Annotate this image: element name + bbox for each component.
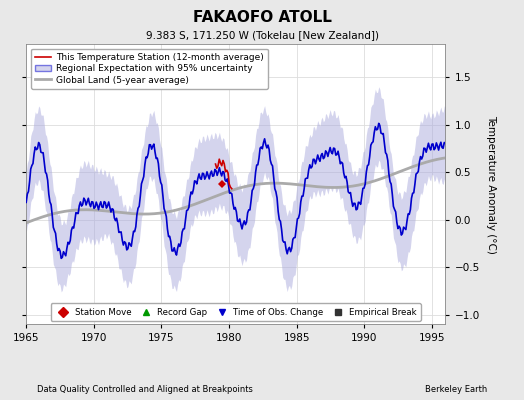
Y-axis label: Temperature Anomaly (°C): Temperature Anomaly (°C) (486, 114, 496, 254)
Legend: Station Move, Record Gap, Time of Obs. Change, Empirical Break: Station Move, Record Gap, Time of Obs. C… (50, 304, 421, 321)
Text: Berkeley Earth: Berkeley Earth (425, 385, 487, 394)
Text: Data Quality Controlled and Aligned at Breakpoints: Data Quality Controlled and Aligned at B… (37, 385, 253, 394)
Text: FAKAOFO ATOLL: FAKAOFO ATOLL (192, 10, 332, 25)
Text: 9.383 S, 171.250 W (Tokelau [New Zealand]): 9.383 S, 171.250 W (Tokelau [New Zealand… (146, 30, 378, 40)
